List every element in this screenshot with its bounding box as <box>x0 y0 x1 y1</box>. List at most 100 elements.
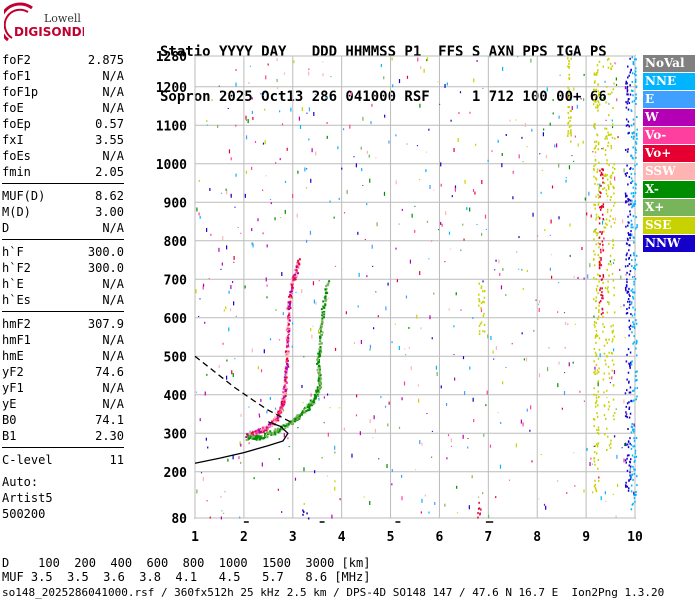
noise-speck <box>291 345 293 348</box>
noise-speck <box>595 73 598 76</box>
noise-speck <box>593 264 596 267</box>
noise-speck <box>626 312 629 315</box>
legend-entry: NNE <box>643 73 695 90</box>
noise-speck <box>262 189 264 191</box>
noise-speck <box>595 72 598 75</box>
echo-point <box>291 288 294 291</box>
noise-speck <box>581 246 583 250</box>
echo-point <box>318 374 321 377</box>
noise-speck <box>625 411 627 414</box>
noise-speck <box>624 443 626 447</box>
noise-speck <box>464 179 466 184</box>
x-tick-label: 6 <box>436 530 444 545</box>
noise-speck <box>448 308 450 311</box>
noise-speck <box>394 323 397 325</box>
noise-speck <box>626 291 628 294</box>
noise-speck <box>627 290 630 293</box>
noise-speck <box>632 236 635 239</box>
noise-speck <box>573 275 575 278</box>
noise-speck <box>395 247 397 250</box>
echo-point <box>317 378 320 381</box>
noise-speck <box>605 119 607 121</box>
noise-speck <box>631 503 634 506</box>
noise-speck <box>564 321 567 325</box>
x-tick-label: 8 <box>533 530 541 545</box>
noise-speck <box>586 212 588 216</box>
noise-speck <box>633 99 636 102</box>
noise-speck <box>600 258 602 261</box>
noise-speck <box>608 164 610 167</box>
noise-speck <box>459 91 462 94</box>
echo-point <box>288 422 291 425</box>
noise-speck <box>512 196 514 200</box>
noise-speck <box>605 338 607 341</box>
noise-speck <box>602 168 604 171</box>
noise-speck <box>629 461 632 464</box>
noise-speck <box>559 74 561 76</box>
noise-speck <box>440 162 442 167</box>
echo-point <box>289 302 292 305</box>
noise-speck <box>260 398 262 402</box>
noise-speck <box>606 162 609 165</box>
noise-speck <box>598 301 601 304</box>
noise-speck <box>593 347 596 350</box>
noise-speck <box>403 381 406 386</box>
noise-speck <box>401 208 403 211</box>
param-value: N/A <box>102 397 124 411</box>
noise-speck <box>596 171 598 174</box>
noise-speck <box>600 313 603 316</box>
echo-point <box>319 331 322 334</box>
noise-speck <box>631 276 634 279</box>
echo-point <box>316 368 319 371</box>
echo-point <box>316 390 319 393</box>
noise-speck <box>211 99 213 102</box>
echo-point <box>313 402 316 405</box>
profile-line <box>194 421 289 464</box>
echo-point <box>317 389 320 392</box>
noise-speck <box>635 227 637 230</box>
noise-speck <box>469 366 471 370</box>
noise-speck <box>199 418 201 422</box>
noise-speck <box>628 203 630 206</box>
noise-speck <box>602 188 604 191</box>
noise-speck <box>627 197 629 200</box>
noise-speck <box>206 500 208 502</box>
y-tick-label: 300 <box>164 427 188 442</box>
noise-speck <box>628 464 631 467</box>
noise-speck <box>218 365 220 369</box>
noise-speck <box>323 396 325 399</box>
noise-speck <box>369 344 372 349</box>
noise-speck <box>609 446 612 449</box>
noise-speck <box>414 205 416 207</box>
noise-speck <box>635 86 638 89</box>
noise-speck <box>593 165 595 168</box>
param-row: D N/A <box>2 220 124 236</box>
noise-speck <box>606 341 609 344</box>
noise-speck <box>598 246 600 249</box>
noise-speck <box>608 303 610 306</box>
noise-speck <box>613 335 616 338</box>
echo-point <box>321 325 324 328</box>
noise-speck <box>262 94 265 96</box>
noise-speck <box>612 493 614 495</box>
noise-speck <box>284 180 287 183</box>
noise-speck <box>375 157 377 159</box>
noise-speck <box>627 199 630 202</box>
echo-point <box>306 409 309 412</box>
noise-speck <box>604 359 606 362</box>
echo-point <box>285 376 288 379</box>
noise-speck <box>599 353 601 358</box>
echo-point <box>318 376 321 379</box>
noise-speck <box>633 204 635 207</box>
noise-speck <box>278 339 281 341</box>
noise-speck <box>230 193 232 198</box>
noise-speck <box>337 146 339 150</box>
noise-speck <box>303 356 305 358</box>
noise-speck <box>245 119 248 122</box>
noise-speck <box>634 268 636 271</box>
noise-speck <box>633 131 635 134</box>
noise-speck <box>557 383 559 388</box>
noise-speck <box>235 315 237 317</box>
noise-speck <box>610 144 612 147</box>
noise-speck <box>538 373 541 378</box>
